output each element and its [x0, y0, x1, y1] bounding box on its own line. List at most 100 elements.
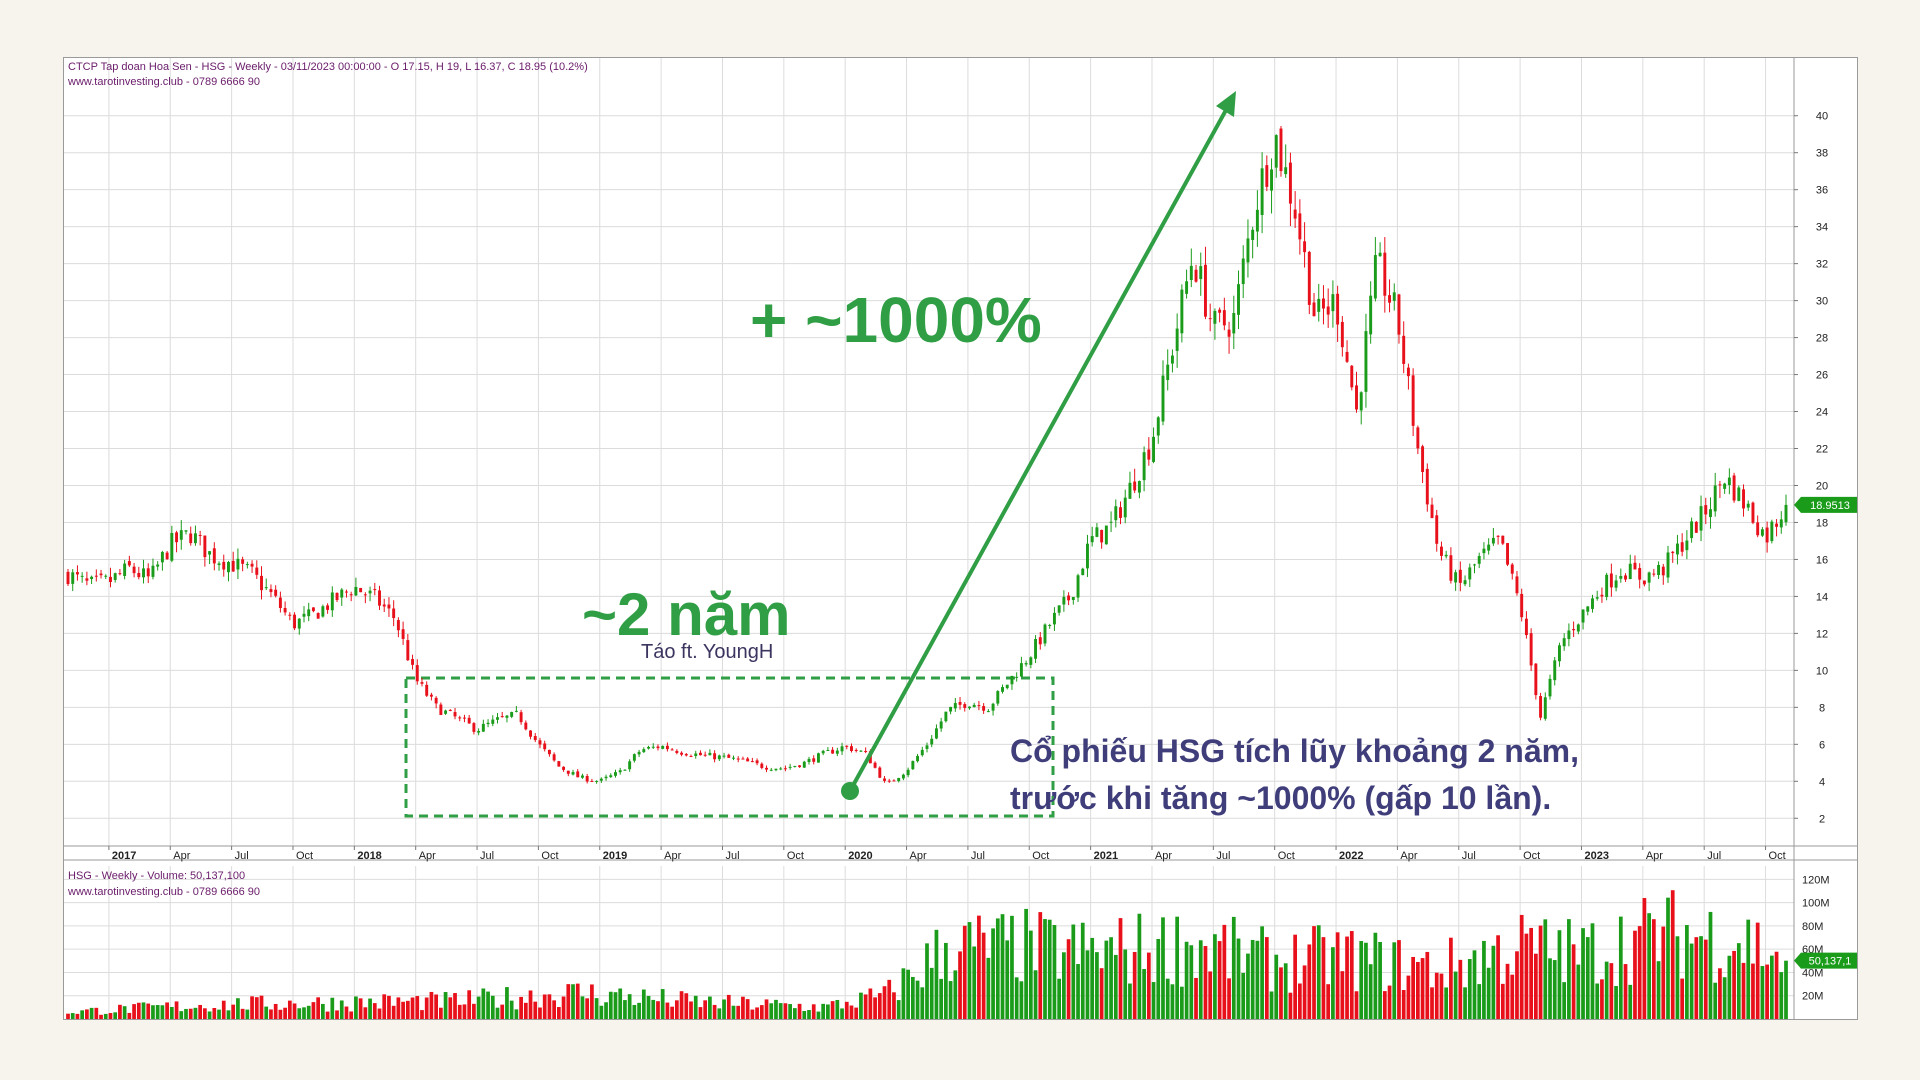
candle-231	[1156, 416, 1160, 444]
candle-289	[1430, 497, 1434, 519]
candle-111	[590, 778, 594, 783]
candle-237	[1185, 269, 1189, 299]
volume-bar-264	[1312, 926, 1316, 1019]
candle-278	[1378, 242, 1382, 257]
candle-330	[1624, 573, 1627, 582]
volume-bar-69	[391, 1005, 396, 1019]
candle-173	[883, 776, 886, 783]
candle-277	[1373, 237, 1377, 302]
candle-282	[1397, 293, 1401, 344]
candle-150	[774, 768, 778, 772]
candle-75	[420, 677, 424, 687]
candle-55	[326, 603, 330, 614]
candle-181	[920, 746, 924, 757]
volume-bar-233	[1165, 978, 1170, 1019]
candle-249	[1241, 245, 1245, 299]
volume-bar-225	[1128, 983, 1132, 1019]
candle-145	[750, 757, 754, 763]
candle-126	[661, 745, 665, 750]
volume-bar-334	[1642, 898, 1647, 1019]
volume-bar-57	[335, 1010, 339, 1019]
candle-276	[1369, 281, 1373, 344]
volume-bar-227	[1137, 913, 1142, 1019]
candle-169	[864, 747, 868, 754]
candle-280	[1388, 279, 1392, 313]
x-tick-label-3: Oct	[296, 850, 313, 862]
candle-24	[179, 520, 183, 550]
candle-355	[1742, 484, 1745, 517]
volume-bar-305	[1505, 963, 1510, 1019]
rally-arrow-head	[1216, 91, 1236, 117]
volume-bar-295	[1458, 959, 1463, 1019]
candle-182	[925, 742, 929, 753]
candle-40	[255, 560, 259, 579]
candle-211	[1062, 590, 1066, 612]
candle-216	[1086, 534, 1089, 577]
volume-bar-36	[236, 998, 240, 1019]
candle-28	[198, 530, 202, 546]
vol-tick-label-0: 20M	[1802, 991, 1823, 1003]
volume-bar-266	[1321, 937, 1326, 1019]
candle-18	[151, 558, 155, 580]
candle-83	[458, 715, 462, 722]
candle-344	[1690, 517, 1694, 543]
candle-247	[1232, 295, 1236, 350]
candle-316	[1557, 642, 1561, 667]
candle-130	[680, 751, 684, 757]
candle-312	[1539, 692, 1543, 721]
volume-bar-30	[207, 1011, 212, 1019]
volume-bar-43	[269, 1009, 273, 1019]
volume-bar-282	[1397, 940, 1401, 1019]
x-tick-label-23: Oct	[1523, 850, 1540, 862]
volume-bar-353	[1732, 950, 1736, 1019]
candle-320	[1576, 623, 1580, 635]
y-tick-label-14: 30	[1816, 296, 1828, 308]
candle-283	[1402, 321, 1406, 374]
volume-bar-190	[962, 925, 967, 1019]
candle-310	[1529, 628, 1533, 672]
candle-107	[571, 769, 575, 776]
volume-bar-322	[1585, 937, 1590, 1019]
candle-354	[1737, 485, 1741, 502]
volume-bar-133	[693, 995, 698, 1019]
candle-252	[1255, 190, 1259, 247]
volume-bar-58	[339, 1000, 344, 1019]
volume-bar-126	[660, 989, 665, 1019]
volume-bar-80	[443, 992, 448, 1019]
grid-layer	[64, 58, 1794, 1019]
candle-44	[274, 585, 278, 598]
candle-362	[1775, 519, 1779, 537]
candle-172	[878, 766, 882, 779]
candle-340	[1671, 550, 1675, 563]
candle-30	[208, 550, 212, 565]
candle-364	[1784, 494, 1788, 526]
volume-bar-246	[1227, 978, 1231, 1019]
candle-60	[349, 591, 353, 602]
volume-bar-163	[835, 999, 840, 1019]
volume-bar-281	[1392, 942, 1397, 1019]
vol-tick-label-4: 100M	[1802, 898, 1830, 910]
candle-219	[1100, 529, 1104, 549]
candle-146	[755, 758, 759, 766]
volume-bar-139	[722, 999, 726, 1019]
volume-bar-48	[292, 1003, 297, 1019]
candle-159	[816, 752, 820, 763]
volume-bar-325	[1600, 979, 1604, 1019]
price-title: CTCP Tap doan Hoa Sen - HSG - Weekly - 0…	[68, 61, 588, 73]
x-tick-label-4: 2018	[357, 850, 381, 862]
candle-48	[293, 612, 297, 631]
candle-176	[897, 777, 901, 783]
volume-bar-306	[1510, 974, 1515, 1019]
candle-221	[1109, 511, 1113, 533]
volume-bar-260	[1293, 934, 1298, 1019]
candle-23	[175, 530, 179, 553]
x-tick-label-24: 2023	[1584, 850, 1608, 862]
volume-bar-304	[1500, 983, 1505, 1019]
candle-7	[99, 569, 103, 579]
candle-318	[1567, 623, 1571, 647]
candle-227	[1137, 480, 1141, 499]
candle-175	[892, 779, 896, 782]
candle-271	[1345, 340, 1349, 363]
candle-85	[467, 714, 471, 724]
volume-bar-21	[165, 1002, 169, 1019]
